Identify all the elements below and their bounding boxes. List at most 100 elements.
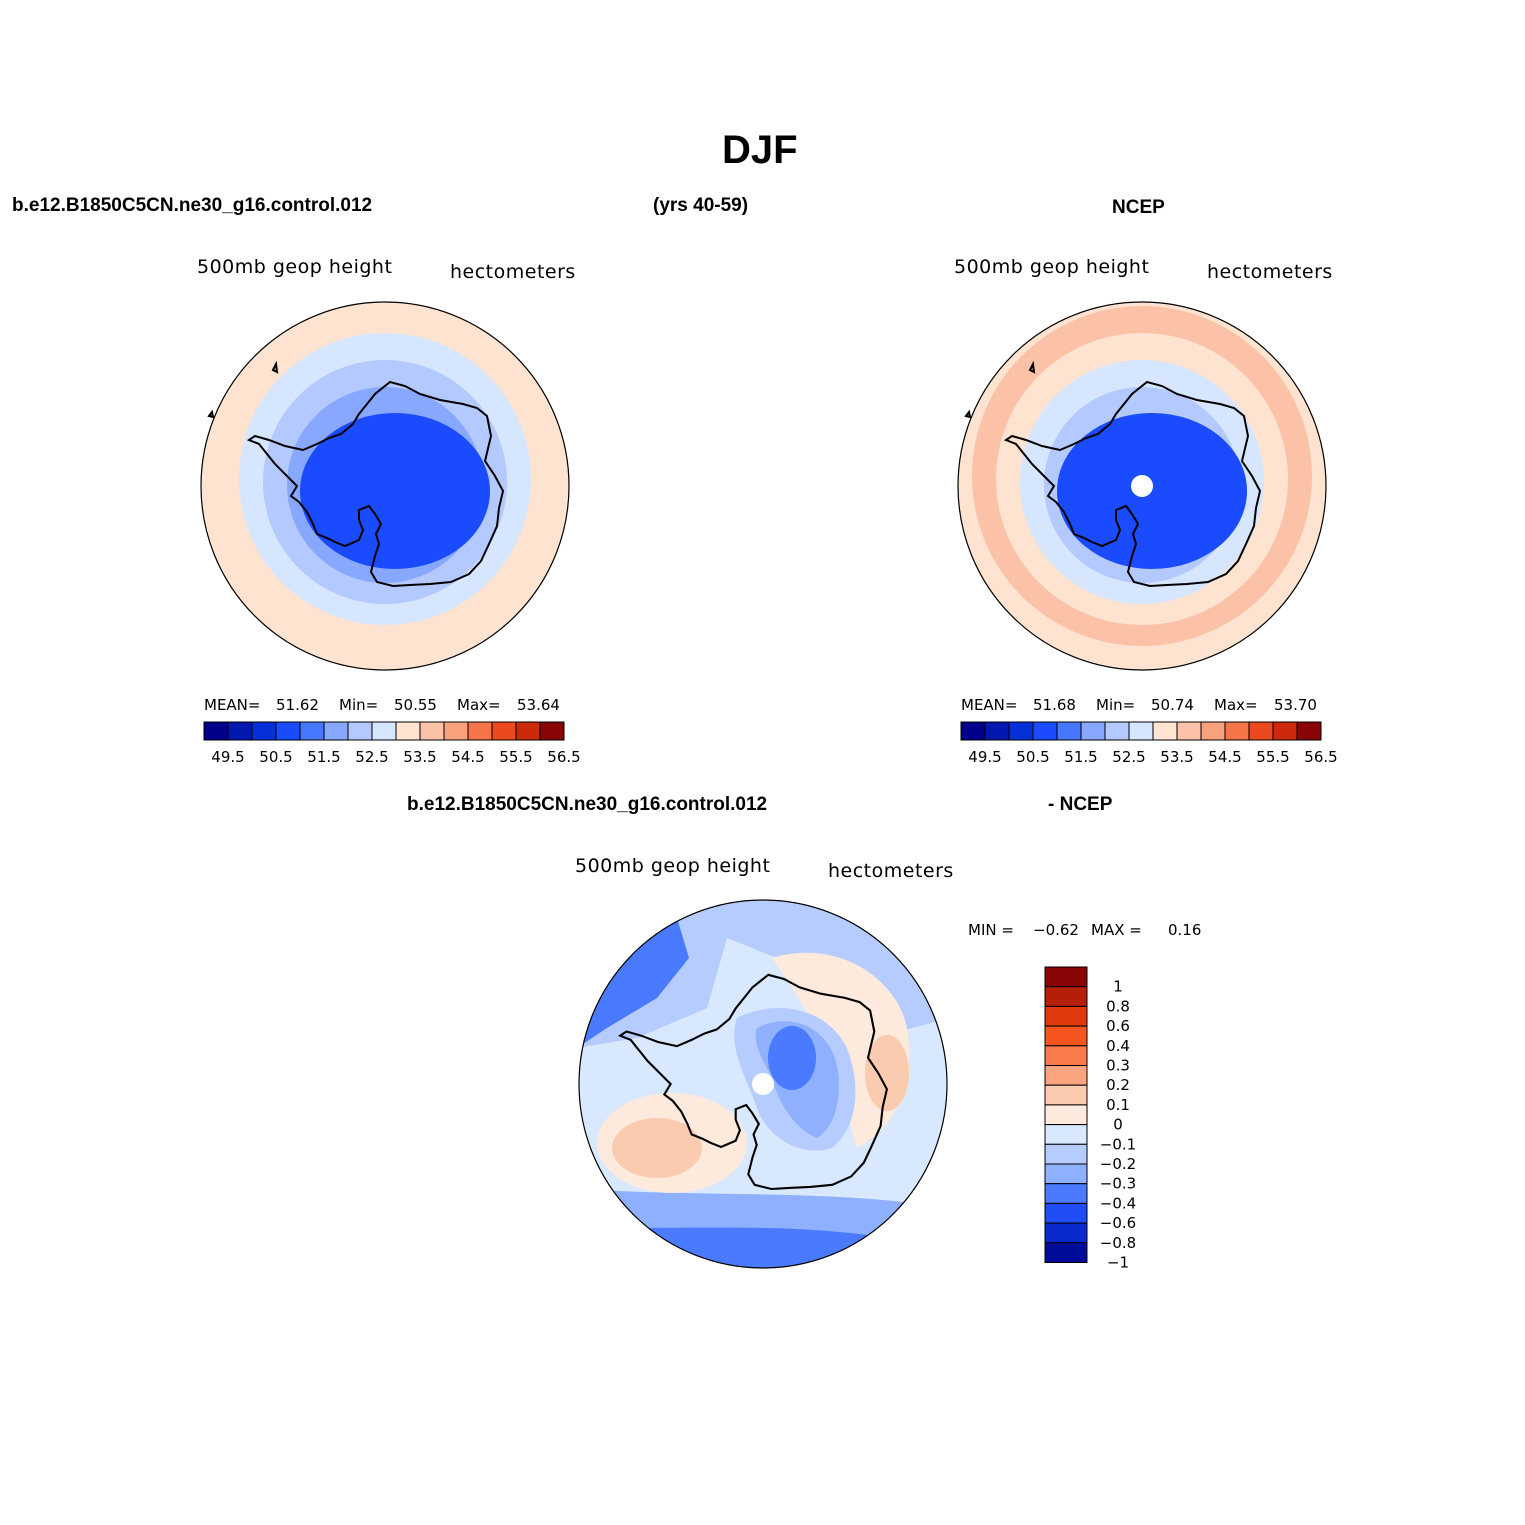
pole-missing-dot — [752, 1073, 774, 1095]
ncep-colorbar: 49.5 50.5 51.5 52.5 53.5 54.5 55.5 56.5 — [960, 721, 1338, 766]
colorbar-tick-label: 50.5 — [1016, 748, 1049, 766]
difference-polar-map — [578, 899, 948, 1269]
colorbar-box — [1152, 721, 1178, 741]
model-polar-map — [200, 301, 570, 671]
colorbar-box — [1044, 1045, 1088, 1067]
model-max-label: Max= — [457, 696, 501, 714]
map-border — [957, 301, 1327, 671]
pole-missing-dot — [1131, 475, 1153, 497]
colorbar-tick-label: 53.5 — [1160, 748, 1193, 766]
colorbar-box — [984, 721, 1010, 741]
colorbar-tick-label: 54.5 — [451, 748, 484, 766]
colorbar-tick-label: 1 — [1113, 978, 1123, 996]
colorbar-box — [1044, 986, 1088, 1007]
colorbar-box — [323, 721, 349, 741]
colorbar-box — [1044, 1183, 1088, 1204]
colorbar-tick-label: 52.5 — [1112, 748, 1145, 766]
diff-units-label: hectometers — [828, 860, 954, 882]
colorbar-tick-label: −0.8 — [1100, 1234, 1136, 1252]
colorbar-tick-label: 56.5 — [1304, 748, 1337, 766]
model-mean-label: MEAN= — [204, 696, 261, 714]
colorbar-tick-label: 49.5 — [211, 748, 244, 766]
colorbar-box — [371, 721, 397, 741]
ncep-max-value: 53.70 — [1274, 696, 1317, 714]
obs-name-header: NCEP — [1112, 197, 1165, 218]
ncep-polar-map — [957, 301, 1327, 671]
difference-colorbar: 10.8 0.6 0.4 0.30.2 0.1 0−0.1 −0.2 −0.3−0.4 −0.6… — [1044, 966, 1136, 1272]
model-max-value: 53.64 — [517, 696, 560, 714]
colorbar-tick-label: 51.5 — [307, 748, 340, 766]
colorbar-box — [1176, 721, 1202, 741]
map-contour-fill — [201, 302, 569, 670]
colorbar-box — [203, 721, 229, 741]
contour-band — [612, 1118, 702, 1178]
model-variable-label: 500mb geop height — [197, 256, 393, 278]
colorbar-box — [1044, 966, 1088, 988]
map-border — [200, 301, 570, 671]
ncep-max-label: Max= — [1214, 696, 1258, 714]
diff-variable-label: 500mb geop height — [575, 855, 771, 877]
colorbar-tick-label: 52.5 — [355, 748, 388, 766]
ncep-mean-label: MEAN= — [961, 696, 1018, 714]
colorbar-box — [347, 721, 373, 741]
colorbar-box — [1128, 721, 1154, 741]
colorbar-box — [227, 721, 253, 741]
island-outlines — [964, 360, 1036, 419]
antarctica-coastline — [1003, 380, 1262, 588]
contour-core — [1057, 413, 1247, 569]
colorbar-box — [1044, 1005, 1088, 1027]
antarctica-coastline — [246, 380, 505, 588]
colorbar-tick-label: 0.8 — [1106, 997, 1130, 1015]
colorbar-box — [1248, 721, 1274, 741]
colorbar-tick-label: 0.3 — [1106, 1057, 1130, 1075]
model-units-label: hectometers — [450, 261, 576, 283]
contour-band — [865, 1035, 909, 1111]
colorbar-tick-label: −1 — [1107, 1254, 1129, 1272]
colorbar-tick-label: 0.6 — [1106, 1017, 1130, 1035]
model-colorbar: 49.5 50.5 51.5 52.5 53.5 54.5 55.5 56.5 — [203, 721, 581, 766]
model-min-label: Min= — [339, 696, 379, 714]
diff-min-value: −0.62 — [1033, 921, 1079, 939]
figure-title: DJF — [722, 128, 798, 172]
colorbar-tick-label: 0.4 — [1106, 1037, 1130, 1055]
colorbar-box — [1044, 1104, 1088, 1126]
contour-core — [300, 413, 490, 569]
diff-max-value: 0.16 — [1168, 921, 1202, 939]
island-outlines — [207, 360, 279, 419]
colorbar-tick-label: −0.1 — [1100, 1135, 1136, 1153]
colorbar-box — [1272, 721, 1298, 741]
colorbar-box — [1044, 1202, 1088, 1224]
ncep-mean-value: 51.68 — [1033, 696, 1076, 714]
model-mean-value: 51.62 — [276, 696, 319, 714]
colorbar-box — [419, 721, 445, 741]
case-name-header: b.e12.B1850C5CN.ne30_g16.control.012 — [12, 195, 373, 216]
colorbar-box — [467, 721, 493, 741]
model-min-value: 50.55 — [394, 696, 437, 714]
colorbar-tick-label: 0 — [1113, 1116, 1123, 1134]
colorbar-tick-label: 53.5 — [403, 748, 436, 766]
colorbar-box — [1044, 1222, 1088, 1244]
colorbar-box — [443, 721, 469, 741]
colorbar-tick-label: −0.6 — [1100, 1214, 1136, 1232]
colorbar-tick-label: −0.4 — [1100, 1194, 1136, 1212]
colorbar-box — [1044, 1242, 1088, 1263]
colorbar-box — [960, 721, 986, 741]
colorbar-box — [515, 721, 541, 741]
colorbar-box — [1296, 721, 1322, 741]
contour-band — [768, 1026, 816, 1090]
colorbar-box — [275, 721, 301, 741]
ncep-units-label: hectometers — [1207, 261, 1333, 283]
colorbar-box — [395, 721, 421, 741]
colorbar-box — [1044, 1163, 1088, 1185]
colorbar-box — [491, 721, 517, 741]
ncep-variable-label: 500mb geop height — [954, 256, 1150, 278]
years-header: (yrs 40-59) — [653, 195, 749, 216]
colorbar-tick-label: −0.3 — [1100, 1175, 1136, 1193]
diff-max-label: MAX = — [1091, 921, 1142, 939]
ncep-min-value: 50.74 — [1151, 696, 1194, 714]
colorbar-box — [1044, 1025, 1088, 1047]
colorbar-tick-label: 54.5 — [1208, 748, 1241, 766]
colorbar-tick-label: 55.5 — [1256, 748, 1289, 766]
antarctica-coastline — [617, 973, 889, 1191]
colorbar-tick-label: 0.2 — [1106, 1076, 1130, 1094]
